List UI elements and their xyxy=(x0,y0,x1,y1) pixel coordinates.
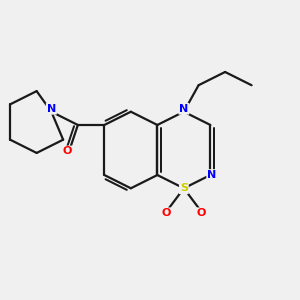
Text: S: S xyxy=(180,183,188,193)
Text: O: O xyxy=(63,146,72,157)
Text: O: O xyxy=(197,208,206,218)
Text: N: N xyxy=(47,104,56,114)
Text: N: N xyxy=(207,170,217,180)
Text: O: O xyxy=(161,208,171,218)
Text: N: N xyxy=(179,104,188,114)
